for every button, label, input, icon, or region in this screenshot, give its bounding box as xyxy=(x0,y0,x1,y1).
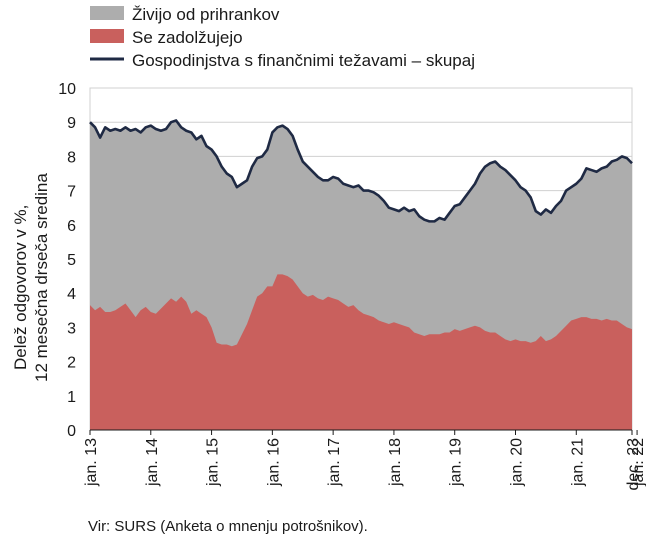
x-tick-label-8: jan. 21 xyxy=(569,438,586,487)
legend: Živijo od prihrankov Se zadolžujejo Gosp… xyxy=(90,5,475,70)
legend-label-savings: Živijo od prihrankov xyxy=(132,5,280,24)
x-tick-label-9: jan. 22 xyxy=(630,438,646,487)
y-tick-label-1: 1 xyxy=(67,389,76,406)
y-tick-label-9: 9 xyxy=(67,115,76,132)
x-tick-label-4: jan. 17 xyxy=(326,438,343,487)
x-tick-label-6: jan. 19 xyxy=(448,438,465,487)
x-tick-label-11: dec. 23 xyxy=(625,438,642,491)
x-tick-label-7: jan. 20 xyxy=(509,438,526,487)
legend-label-debt: Se zadolžujejo xyxy=(132,28,243,47)
x-tick-labels: jan. 13 jan. 14 jan. 15 jan. 16 jan. 17 jan. … xyxy=(83,430,646,490)
y-tick-label-0: 0 xyxy=(67,423,76,440)
legend-swatch-savings xyxy=(90,6,124,20)
x-tick-label-5: jan. 18 xyxy=(387,438,404,487)
area-debt xyxy=(90,274,632,430)
source-note: Vir: SURS (Anketa o mnenju potrošnikov). xyxy=(88,518,368,535)
x-tick-label-0: jan. 13 xyxy=(83,438,100,487)
x-tick-label-1: jan. 14 xyxy=(144,438,161,487)
y-tick-labels: 0 1 2 3 4 5 6 7 8 9 10 xyxy=(58,81,76,440)
y-tick-label-10: 10 xyxy=(58,81,76,98)
y-tick-label-5: 5 xyxy=(67,252,76,269)
y-tick-label-7: 7 xyxy=(67,184,76,201)
x-tick-label-3: jan. 16 xyxy=(265,438,282,487)
y-axis-title-line-2: 12 mesečna drseča sredina xyxy=(32,173,51,382)
y-axis-title-line-1: Delež odgovorov v %, xyxy=(11,205,30,370)
y-tick-label-8: 8 xyxy=(67,149,76,166)
y-tick-label-4: 4 xyxy=(67,286,76,303)
legend-label-total: Gospodinjstva s finančnimi težavami – sk… xyxy=(132,51,475,70)
y-tick-label-3: 3 xyxy=(67,320,76,337)
y-tick-label-2: 2 xyxy=(67,355,76,372)
areas xyxy=(89,119,633,431)
y-tick-label-6: 6 xyxy=(67,218,76,235)
y-axis-title: Delež odgovorov v %, 12 mesečna drseča s… xyxy=(11,173,51,382)
legend-swatch-debt xyxy=(90,29,124,43)
line-total xyxy=(89,119,633,223)
x-tick-label-2: jan. 15 xyxy=(205,438,222,487)
